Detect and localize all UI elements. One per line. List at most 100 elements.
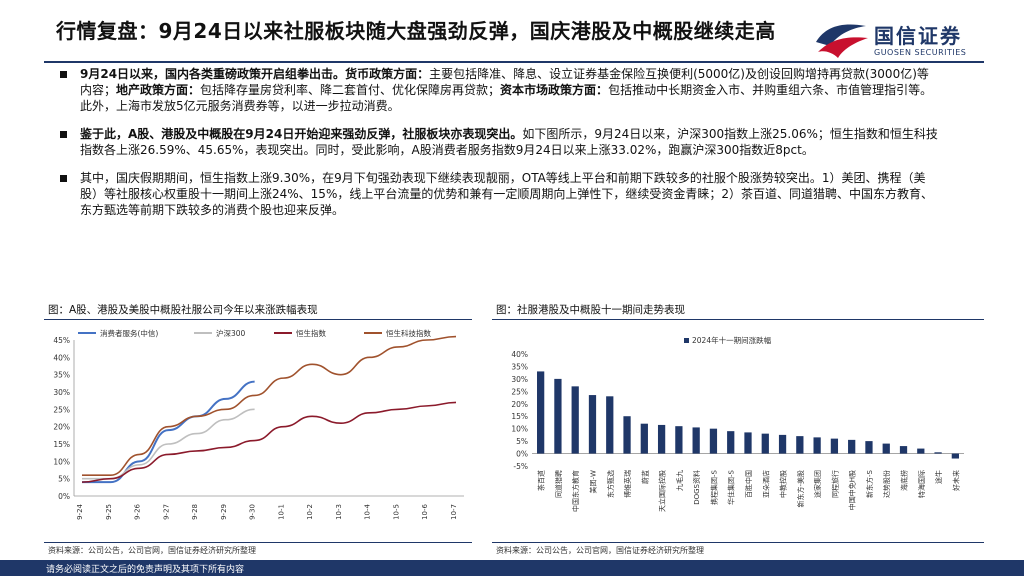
- y-tick-label: 35%: [53, 371, 70, 380]
- bullet-text: 包括降存量房贷利率、降二套首付、优化保障房再贷款；: [200, 83, 501, 97]
- x-category-label: 海底捞: [900, 470, 909, 491]
- figure-right-source: 资料来源：公司公告，公司官网，国信证券经济研究所整理: [496, 546, 704, 555]
- y-tick-label: 40%: [511, 350, 528, 359]
- bullet-bold-text: 鉴于此，A股、港股及中概股在9月24日开始迎来强劲反弹，社服板块亦表现突出。: [80, 127, 523, 141]
- series-line: [82, 408, 255, 480]
- bar: [848, 439, 856, 454]
- x-tick-label: 10-3: [335, 504, 343, 520]
- x-category-label: 途牛: [934, 470, 943, 484]
- y-tick-label: 0%: [516, 450, 528, 459]
- series-line: [81, 335, 457, 476]
- bar: [727, 431, 735, 454]
- bullet-bold-text: 资本市场政策方面：: [500, 83, 609, 97]
- figure-left-bottom-rule: [44, 542, 472, 543]
- x-category-label: DOGS资料: [692, 470, 701, 505]
- x-category-label: 达势股份: [882, 470, 891, 498]
- bullet-bold-text: 9月24日以来，国内各类重磅政策开启组拳出击。: [80, 67, 346, 81]
- figure-left-rule: [44, 319, 472, 320]
- bar: [951, 453, 959, 459]
- x-category-label: 蔚蓝: [640, 470, 649, 484]
- bullet-list: 9月24日以来，国内各类重磅政策开启组拳出击。货币政策方面：主要包括降准、降息、…: [58, 66, 938, 230]
- x-category-label: 好未来: [951, 470, 960, 491]
- bar-chart: -5% 0% 5% 10% 15% 20% 25% 30% 35% 40% 茶百道 同道猎聘 中国东方教…: [511, 335, 964, 512]
- x-category-label: 同道猎聘: [554, 470, 563, 498]
- line-chart: 0% 5% 10% 15% 20% 25% 30% 35% 40% 45% 9-24 9-25 9-26…: [53, 328, 464, 520]
- y-tick-label: 5%: [516, 437, 528, 446]
- bar: [692, 427, 700, 454]
- y-tick-label: 30%: [53, 388, 70, 397]
- x-category-label: 华住集团-S: [727, 469, 736, 505]
- legend-swatch: [684, 338, 689, 343]
- x-tick-label: 10-5: [392, 504, 400, 520]
- x-category-label: 携程集团-S: [709, 469, 718, 505]
- bar: [865, 441, 873, 454]
- series-line: [81, 401, 457, 483]
- y-tick-label: -5%: [513, 462, 528, 471]
- bullet-text: 包括推动中长期资金入市、并购重组六条、市值管理指引等。此外，上海市发放5亿元服务…: [80, 83, 933, 113]
- bullet-text: 如下图所示，9月24日以来，沪深300指数上涨25.06%；恒生指数和恒生科技指…: [80, 127, 938, 157]
- x-tick-label: 10-6: [421, 503, 429, 519]
- bar: [709, 428, 718, 454]
- logo-cn-text: 国信证券: [874, 24, 962, 48]
- x-category-label: 博维英瑞: [623, 470, 632, 498]
- x-category-label: 新东方-S: [865, 469, 874, 498]
- x-tick-label: 9-29: [220, 504, 228, 520]
- legend-label: 沪深300: [216, 328, 246, 338]
- x-category-label: 茶百道: [537, 470, 546, 491]
- bar: [640, 423, 648, 454]
- x-tick-label: 10-7: [450, 504, 458, 520]
- x-category-label: 天立国际控股: [658, 470, 667, 512]
- company-logo: 国信证券 GUOSEN SECURITIES: [812, 12, 1012, 68]
- legend-label: 消费者服务(中信): [100, 328, 158, 338]
- y-tick-label: 25%: [511, 387, 528, 396]
- bar: [917, 448, 925, 454]
- bullet-bold-text: 货币政策方面：: [345, 67, 430, 81]
- x-tick-label: 10-1: [277, 504, 285, 520]
- y-tick-label: 40%: [53, 353, 70, 362]
- figure-right-bottom-rule: [492, 542, 984, 543]
- logo-en-text: GUOSEN SECURITIES: [874, 48, 967, 57]
- x-category-label: 百胜中国: [744, 470, 753, 498]
- y-tick-label: 35%: [511, 362, 528, 371]
- bullet-item: 其中，国庆假期期间，恒生指数上涨9.30%，在9月下旬强劲表现下继续表现靓丽，O…: [58, 170, 938, 218]
- legend-label: 恒生指数: [296, 328, 326, 338]
- footer-bar: 请务必阅读正文之后的免责声明及其项下所有内容: [0, 560, 1024, 576]
- bar: [623, 416, 631, 454]
- figure-right-title: 图：社服港股及中概股十一期间走势表现: [496, 304, 685, 316]
- x-category-label: 九毛九: [675, 470, 684, 491]
- header-divider: [44, 61, 984, 63]
- bar: [813, 437, 821, 454]
- bar: [675, 426, 683, 454]
- x-category-label: 中教控股: [779, 470, 788, 498]
- y-tick-label: 45%: [53, 336, 70, 345]
- x-tick-label: 9-24: [76, 503, 84, 519]
- y-tick-label: 25%: [53, 405, 70, 414]
- x-category-label: 特海国际: [917, 470, 926, 498]
- x-tick-label: 9-30: [249, 504, 257, 520]
- y-tick-label: 15%: [511, 412, 528, 421]
- footer-disclaimer: 请务必阅读正文之后的免责声明及其项下所有内容: [46, 565, 245, 575]
- y-tick-label: 10%: [511, 425, 528, 434]
- bar: [606, 396, 614, 454]
- bar: [571, 386, 579, 454]
- y-tick-label: 5%: [58, 475, 70, 484]
- bar: [657, 424, 666, 454]
- x-tick-label: 10-4: [364, 503, 372, 519]
- bar: [537, 371, 545, 454]
- y-tick-label: 15%: [53, 440, 70, 449]
- bar: [588, 395, 597, 454]
- x-tick-label: 9-27: [162, 504, 170, 520]
- x-category-label: 同程旅行: [830, 470, 839, 498]
- y-tick-label: 0%: [58, 492, 70, 501]
- x-category-label: 新东方-美股: [796, 470, 805, 508]
- guosen-logo-icon: [816, 24, 868, 58]
- bar: [744, 432, 752, 454]
- x-category-label: 途家集团: [813, 470, 822, 498]
- bullet-item: 鉴于此，A股、港股及中概股在9月24日开始迎来强劲反弹，社服板块亦表现突出。如下…: [58, 126, 938, 158]
- x-category-label: 亚朵酒店: [761, 470, 770, 498]
- bar: [761, 433, 769, 454]
- x-tick-label: 9-25: [105, 504, 113, 520]
- bar: [554, 378, 562, 454]
- bullet-bold-text: 地产政策方面：: [116, 83, 201, 97]
- y-tick-label: 20%: [53, 423, 70, 432]
